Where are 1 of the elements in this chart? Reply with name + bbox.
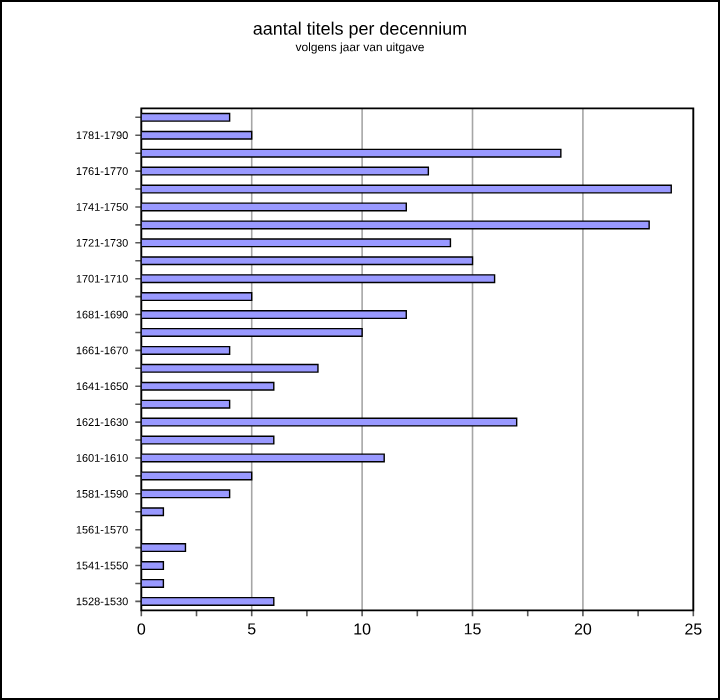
chart-title: aantal titels per decennium <box>253 21 466 39</box>
